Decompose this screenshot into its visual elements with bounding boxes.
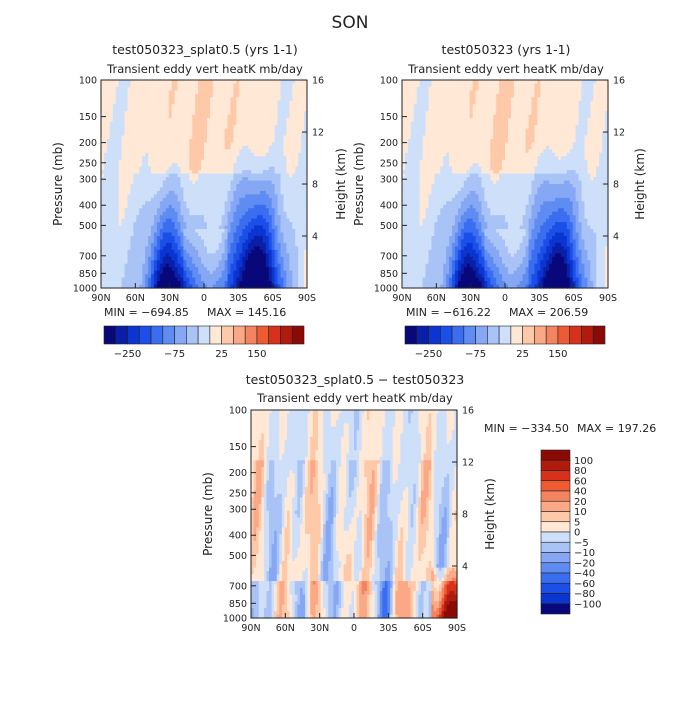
x-tick-label: 30N [160,293,179,304]
y-tick-label: 100 [79,76,97,87]
y2-tick-label: 16 [312,76,324,87]
panel1-max: MAX = 145.16 [207,306,286,319]
y-tick-label: 700 [79,251,97,262]
colorbar-box [128,326,140,344]
colorbar-label: 25 [215,349,228,360]
panel2-field [402,80,609,289]
panel-top-left: test050323_splat0.5 (yrs 1-1) Transient … [51,42,348,360]
colorbar-box [245,326,257,344]
y-tick-label: 400 [79,201,97,212]
colorbar-box [222,326,234,344]
colorbar-box [175,326,187,344]
y-tick-label: 300 [79,175,97,186]
y2-tick-label: 8 [312,180,318,191]
y2-tick-label: 12 [312,128,324,139]
y-tick-label: 850 [79,269,97,280]
panel-top-right: test050323 (yrs 1-1) Transient eddy vert… [352,42,647,360]
y-tick-label: 500 [79,221,97,232]
colorbar-label: −75 [164,349,185,360]
colorbar-box [210,326,222,344]
panel1-field [101,80,308,289]
y2-tick-label: 4 [312,232,318,243]
panel1-min: MIN = −694.85 [104,306,189,319]
panel1-ylabel: Pressure (mb) [51,142,65,226]
colorbar-box [104,326,116,344]
x-tick-label: 60S [264,293,282,304]
x-tick-label: 0 [201,293,207,304]
y-tick-label: 150 [79,112,97,123]
colorbar-box [292,326,304,344]
colorbar-box [257,326,269,344]
panel1-title: test050323_splat0.5 (yrs 1-1) [112,42,298,57]
colorbar-box [116,326,128,344]
x-tick-label: 30S [229,293,247,304]
x-tick-label: 90N [91,293,110,304]
x-tick-label: 60N [126,293,145,304]
colorbar-box [198,326,210,344]
panel1-colorbar: −250 −75 25 150 [104,326,304,360]
figure-title: SON [332,13,369,33]
panel1-subtitle: Transient eddy vert heatK mb/day [106,62,303,76]
panel2-title: test050323 (yrs 1-1) [442,42,571,57]
y-tick-label: 1000 [73,284,97,295]
colorbar-box [163,326,175,344]
colorbar-box [186,326,198,344]
colorbar-box [139,326,151,344]
y-tick-label: 250 [79,158,97,169]
panel2-subtitle: Transient eddy vert heatK mb/day [407,62,604,76]
colorbar-box [269,326,281,344]
colorbar-box [151,326,163,344]
panel1-y2label: Height (km) [334,148,348,219]
colorbar-box [280,326,292,344]
x-tick-label: 90S [298,293,316,304]
colorbar-label: −250 [114,349,141,360]
colorbar-box [233,326,245,344]
y-tick-label: 200 [79,138,97,149]
colorbar-label: 150 [247,349,266,360]
